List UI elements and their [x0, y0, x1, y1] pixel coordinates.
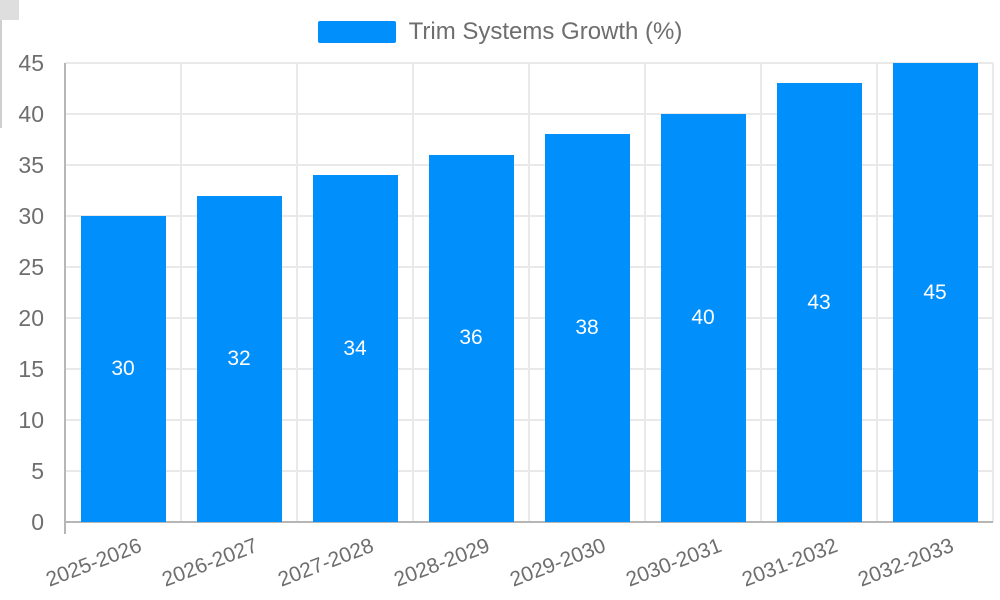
y-axis-tick — [0, 0, 19, 2]
x-axis-category-label: 2032-2033 — [854, 534, 957, 592]
y-axis-tick-label: 35 — [18, 151, 44, 178]
y-axis-tick-label: 20 — [18, 304, 44, 331]
y-axis-tick-label: 5 — [31, 457, 44, 484]
x-axis-category-label: 2027-2028 — [274, 534, 377, 592]
y-axis-tick — [0, 14, 19, 16]
y-axis-tick — [0, 16, 19, 18]
x-axis-tick — [0, 92, 2, 104]
gridline-vertical — [296, 63, 298, 522]
y-axis-tick-label: 10 — [18, 406, 44, 433]
x-axis-category-label: 2026-2027 — [158, 534, 261, 592]
x-axis-tick — [0, 80, 2, 92]
y-axis-tick — [0, 12, 19, 14]
y-axis-tick — [0, 18, 19, 20]
x-axis-tick — [0, 20, 2, 32]
gridline-vertical — [180, 63, 182, 522]
bar[interactable] — [544, 134, 630, 522]
y-axis-tick-label: 25 — [18, 253, 44, 280]
chart-legend[interactable]: Trim Systems Growth (%) — [0, 20, 1000, 44]
y-axis-tick-label: 40 — [18, 100, 44, 127]
y-axis-tick-label: 0 — [31, 508, 44, 535]
bar[interactable] — [312, 175, 398, 522]
y-axis-tick — [0, 4, 19, 6]
bar[interactable] — [892, 63, 978, 522]
x-axis-tick — [0, 44, 2, 56]
gridline-vertical — [876, 63, 878, 522]
y-axis-line — [64, 63, 66, 534]
y-axis-tick — [0, 10, 19, 12]
x-axis-category-label: 2028-2029 — [390, 534, 493, 592]
bar[interactable] — [428, 154, 514, 522]
gridline-vertical — [760, 63, 762, 522]
y-axis-tick-label: 45 — [18, 49, 44, 76]
x-axis-category-label: 2025-2026 — [42, 534, 145, 592]
bar[interactable] — [196, 195, 282, 522]
x-axis-tick — [0, 116, 2, 128]
x-axis-line — [65, 521, 993, 523]
bar[interactable] — [80, 216, 166, 522]
x-axis-tick — [0, 32, 2, 44]
y-axis-tick — [0, 2, 19, 4]
legend-label: Trim Systems Growth (%) — [408, 18, 683, 45]
x-axis-category-label: 2031-2032 — [738, 534, 841, 592]
x-axis-category-label: 2029-2030 — [506, 534, 609, 592]
y-axis-tick — [0, 8, 19, 10]
legend-color-swatch — [317, 21, 396, 43]
gridline-vertical — [528, 63, 530, 522]
gridline-vertical — [412, 63, 414, 522]
gridline-vertical — [644, 63, 646, 522]
gridline-vertical — [992, 63, 994, 522]
bar[interactable] — [660, 114, 746, 522]
x-axis-category-label: 2030-2031 — [622, 534, 725, 592]
x-axis-tick — [0, 68, 2, 80]
y-axis-tick-label: 15 — [18, 355, 44, 382]
y-axis-tick — [0, 6, 19, 8]
y-axis-tick-label: 30 — [18, 202, 44, 229]
bar[interactable] — [776, 83, 862, 522]
x-axis-tick — [0, 56, 2, 68]
x-axis-tick — [0, 104, 2, 116]
